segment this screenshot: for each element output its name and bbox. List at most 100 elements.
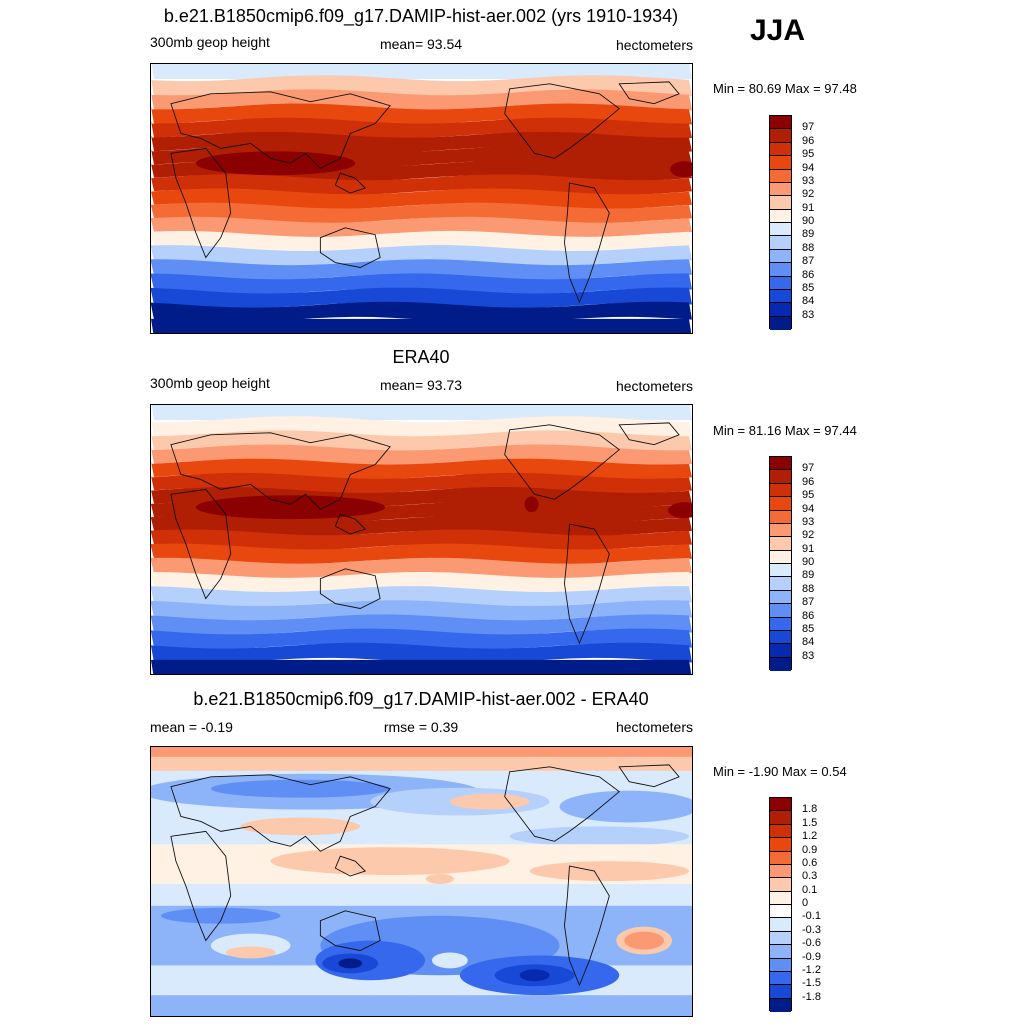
coastline	[170, 147, 232, 259]
colorbar-tick-label: -1.5	[802, 977, 821, 990]
contour-band	[151, 318, 692, 333]
colorbar-swatch	[770, 470, 791, 484]
panel-2-units-label: hectometers	[615, 378, 693, 394]
panel-3-title: b.e21.B1850cmip6.f09_g17.DAMIP-hist-aer.…	[193, 689, 649, 709]
colorbar-swatch	[770, 657, 791, 671]
contour-band	[151, 600, 692, 622]
colorbar-swatch	[770, 497, 791, 511]
difference-contour	[270, 847, 510, 876]
contour-band	[151, 557, 692, 579]
colorbar-swatch	[770, 590, 791, 605]
difference-contour	[225, 946, 276, 959]
colorbar-swatch	[770, 249, 791, 264]
coastline	[618, 81, 680, 105]
difference-contour	[559, 790, 692, 823]
contour-band	[151, 614, 692, 636]
difference-contour-field	[151, 747, 692, 1016]
colorbar-tick-label: 94	[802, 502, 815, 515]
colorbar-tick-label: 93	[802, 174, 815, 187]
difference-contour	[425, 874, 454, 884]
colorbar-tick-label: -0.6	[802, 937, 821, 950]
contour-band	[151, 287, 692, 309]
colorbar-tick-label: 96	[802, 134, 815, 147]
difference-contour	[624, 931, 665, 950]
colorbar-swatch	[770, 958, 791, 972]
coastline	[564, 523, 610, 645]
difference-contour	[509, 826, 690, 847]
colorbar-tick-label: 87	[802, 255, 815, 268]
panel-2-variable-label: 300mb geop height	[150, 375, 270, 391]
coastline	[319, 227, 381, 268]
colorbar-tick-label: 0.6	[802, 856, 818, 869]
coastline	[334, 513, 367, 535]
colorbar-swatch	[770, 169, 791, 183]
colorbar-swatch	[770, 945, 791, 959]
contour-band	[151, 642, 692, 664]
colorbar-tick-label: 91	[802, 201, 815, 214]
difference-contour	[529, 861, 690, 882]
coastline	[170, 774, 391, 852]
colorbar-swatch	[770, 223, 791, 237]
colorbar-swatch	[770, 891, 791, 905]
colorbar-tick-label: 0.9	[802, 843, 818, 856]
era40-colorbar	[769, 456, 792, 671]
colorbar-swatch	[770, 550, 791, 564]
era40-contour-field	[151, 405, 692, 674]
contour-band	[151, 659, 692, 674]
colorbar-tick-label: 96	[802, 475, 815, 488]
colorbar-tick-label: 1.2	[802, 830, 818, 843]
model-contour-field	[151, 64, 692, 333]
colorbar-tick-label: 83	[802, 649, 815, 662]
contour-band	[151, 543, 692, 565]
colorbar-swatch	[770, 182, 791, 197]
colorbar-swatch	[770, 985, 791, 999]
contour-maximum	[195, 495, 386, 520]
colorbar-tick-label: -0.3	[802, 923, 821, 936]
colorbar-swatch	[770, 644, 791, 658]
coastline	[170, 91, 391, 169]
panel-1-minmax: Min = 80.69 Max = 97.48	[713, 81, 857, 96]
colorbar-swatch	[770, 537, 791, 551]
colorbar-tick-label: -1.2	[802, 963, 821, 976]
contour-band	[151, 273, 692, 295]
colorbar-tick-label: 0.3	[802, 870, 818, 883]
colorbar-tick-label: 91	[802, 542, 815, 555]
contour-band	[151, 89, 692, 111]
contour-maximum	[195, 151, 356, 176]
colorbar-tick-label: -1.8	[802, 990, 821, 1003]
coastline	[170, 488, 232, 600]
coastline	[170, 432, 391, 510]
colorbar-tick-label: 92	[802, 188, 815, 201]
colorbar-swatch	[770, 116, 791, 130]
panel-1-variable-label: 300mb geop height	[150, 34, 270, 50]
colorbar-swatch	[770, 303, 791, 317]
colorbar-tick-label: 97	[802, 462, 815, 475]
colorbar-swatch	[770, 209, 791, 223]
difference-map	[150, 746, 693, 1017]
contour-band	[151, 216, 692, 238]
coastline	[564, 865, 610, 987]
panel-2-mean-label: mean= 93.73	[379, 377, 463, 393]
contour-band	[151, 586, 692, 608]
colorbar-tick-label: 90	[802, 556, 815, 568]
colorbar-swatch	[770, 263, 791, 277]
colorbar-swatch	[770, 142, 791, 157]
colorbar-tick-label: 1.5	[802, 816, 818, 829]
coastline	[504, 83, 620, 159]
colorbar-swatch	[770, 998, 791, 1012]
coastline	[504, 424, 620, 500]
colorbar-swatch	[770, 864, 791, 879]
colorbar-tick-label: 97	[802, 121, 815, 134]
colorbar-tick-label: 94	[802, 161, 815, 174]
contour-band	[151, 628, 692, 650]
colorbar-swatch	[770, 630, 791, 645]
panel-1-title: b.e21.B1850cmip6.f09_g17.DAMIP-hist-aer.…	[163, 6, 679, 26]
colorbar-swatch	[770, 931, 791, 946]
colorbar-swatch	[770, 196, 791, 210]
contour-band	[151, 259, 692, 281]
difference-contour	[151, 756, 692, 771]
colorbar-tick-label: 0.1	[802, 883, 818, 896]
difference-contour	[151, 747, 692, 757]
colorbar-swatch	[770, 316, 791, 330]
contour-band	[151, 571, 692, 594]
